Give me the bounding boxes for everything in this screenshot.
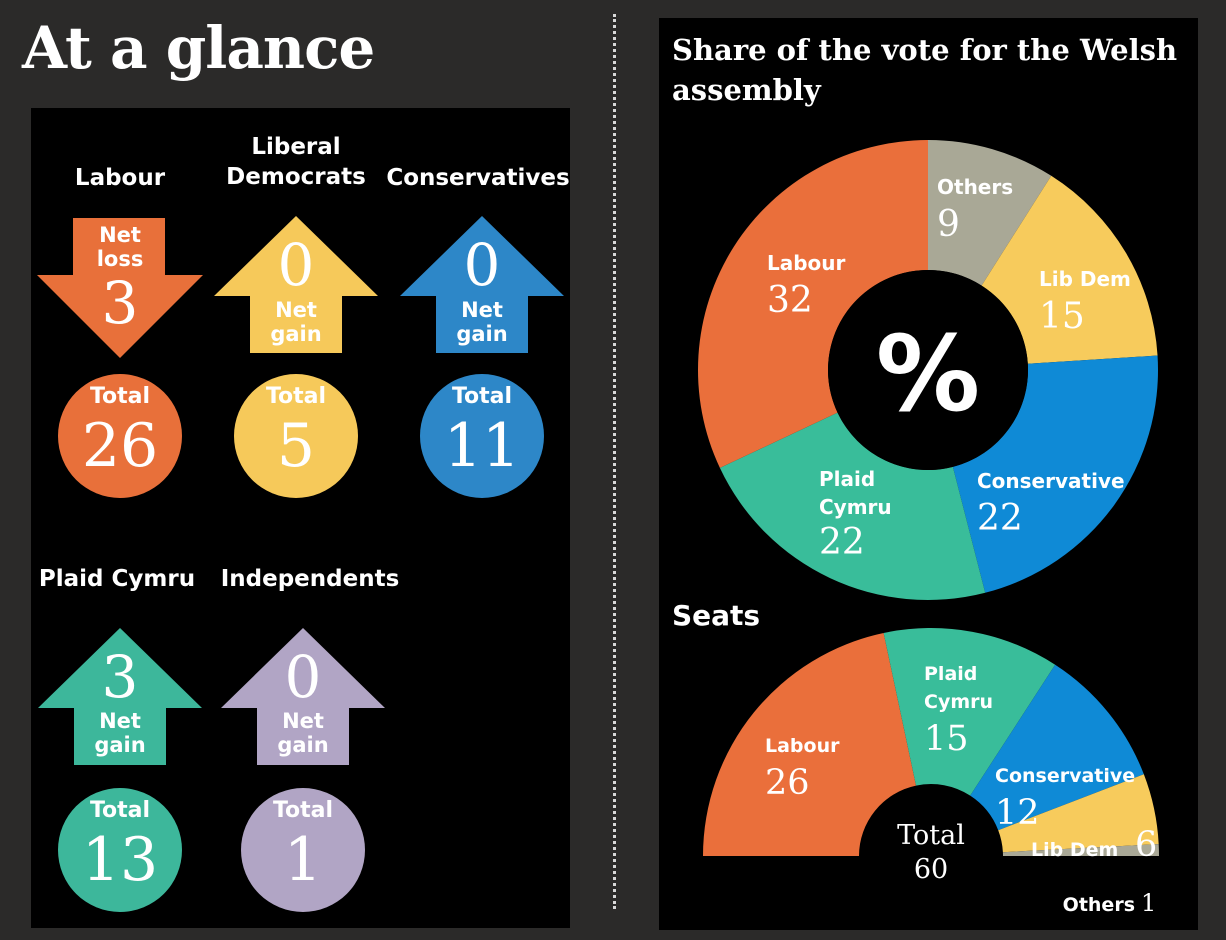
liberal-democrats-change-value: 0 bbox=[277, 231, 315, 299]
vote-slice-conservative bbox=[952, 355, 1158, 593]
vote-donut-hole bbox=[828, 270, 1028, 470]
conservatives-total-label: Total bbox=[451, 384, 513, 409]
vote-value-labour: 32 bbox=[767, 280, 813, 321]
independents-total-label: Total bbox=[272, 798, 334, 823]
arrow-down-icon bbox=[37, 218, 203, 358]
party-name-plaid-cymru: Plaid Cymru bbox=[38, 566, 196, 592]
conservatives-change-value: 0 bbox=[463, 231, 501, 299]
arrow-up-icon bbox=[400, 216, 564, 353]
liberal-democrats-total-value: 5 bbox=[276, 411, 316, 481]
vote-label-labour: Labour bbox=[767, 251, 846, 275]
conservatives-total-value: 11 bbox=[443, 411, 521, 481]
plaid-cymru-total-circle: Total 13 bbox=[58, 788, 182, 912]
arrow-up-icon bbox=[221, 628, 385, 765]
conservatives-change-label: Net gain bbox=[456, 298, 508, 346]
plaid-cymru-change-arrow bbox=[38, 628, 202, 765]
independents-total-circle: Total 1 bbox=[241, 788, 365, 912]
liberal-democrats-total-circle: Total 5 bbox=[234, 374, 358, 498]
liberal-democrats-change-label: Net gain bbox=[270, 298, 322, 346]
liberal-democrats-change-arrow bbox=[214, 216, 378, 353]
party-name-independents: Independents bbox=[220, 566, 400, 592]
vote-slice-plaid-cymru bbox=[719, 412, 986, 600]
seat-value-plaid-cymru: 15 bbox=[924, 719, 969, 759]
seat-label-conservative: Conservative bbox=[995, 765, 1135, 787]
plaid-cymru-change-label: Net gain bbox=[94, 709, 146, 757]
labour-total-value: 26 bbox=[81, 411, 159, 481]
vote-label-others: Others bbox=[937, 175, 1013, 199]
independents-change-value: 0 bbox=[284, 643, 322, 711]
vote-center-label: % bbox=[876, 313, 980, 435]
plaid-cymru-change-value: 3 bbox=[101, 643, 139, 711]
labour-change-arrow bbox=[37, 218, 203, 358]
vote-slice-labour bbox=[698, 140, 928, 468]
seat-label-plaid-cymru: Plaid Cymru bbox=[924, 663, 993, 713]
vote-value-conservative: 22 bbox=[977, 498, 1023, 539]
seat-value-others: 1 bbox=[1141, 889, 1156, 917]
party-name-conservatives: Conservatives bbox=[386, 165, 570, 191]
labour-change-label: Net loss bbox=[96, 223, 144, 271]
seats-center-label: Total bbox=[897, 820, 965, 851]
vote-label-conservative: Conservative bbox=[977, 469, 1125, 493]
independents-change-arrow bbox=[221, 628, 385, 765]
column-divider bbox=[613, 14, 616, 909]
conservatives-total-circle: Total 11 bbox=[420, 374, 544, 498]
seat-value-labour: 26 bbox=[765, 763, 810, 803]
seats-center-value: 60 bbox=[914, 854, 948, 885]
arrow-up-icon bbox=[214, 216, 378, 353]
seat-slice-lib-dem bbox=[998, 774, 1159, 853]
labour-total-label: Total bbox=[89, 384, 151, 409]
vote-label-plaid-cymru: Plaid Cymru bbox=[819, 467, 892, 519]
seat-value-conservative: 12 bbox=[995, 793, 1040, 833]
seat-label-labour: Labour bbox=[765, 735, 840, 757]
page-title: At a glance bbox=[22, 14, 375, 82]
plaid-cymru-total-label: Total bbox=[89, 798, 151, 823]
seat-label-lib-dem: Lib Dem bbox=[1031, 839, 1118, 861]
seat-slice-labour bbox=[703, 632, 917, 856]
labour-total-circle: Total 26 bbox=[58, 374, 182, 498]
party-name-labour: Labour bbox=[74, 165, 166, 191]
seat-label-others: Others bbox=[1063, 894, 1135, 916]
seat-value-lib-dem: 6 bbox=[1135, 825, 1157, 865]
vote-value-plaid-cymru: 22 bbox=[819, 522, 865, 563]
independents-change-label: Net gain bbox=[277, 709, 329, 757]
liberal-democrats-total-label: Total bbox=[265, 384, 327, 409]
labour-change-value: 3 bbox=[101, 269, 139, 337]
vote-label-lib-dem: Lib Dem bbox=[1039, 267, 1131, 291]
party-name-liberal-democrats: Liberal Democrats bbox=[226, 134, 366, 190]
independents-total-value: 1 bbox=[283, 825, 323, 895]
plaid-cymru-total-value: 13 bbox=[81, 825, 159, 895]
charts-panel: Others 9 Lib Dem 15 Conservative 22 Plaid Cymru… bbox=[659, 18, 1198, 930]
party-summary-panel: Labour Net loss 3 Total 26 Liberal Democ… bbox=[31, 108, 570, 928]
seat-slice-conservative bbox=[970, 664, 1144, 831]
seats-chart-title: Seats bbox=[672, 599, 761, 632]
vote-slice-others bbox=[928, 140, 1052, 286]
arrow-up-icon bbox=[38, 628, 202, 765]
conservatives-change-arrow bbox=[400, 216, 564, 353]
vote-value-lib-dem: 15 bbox=[1039, 296, 1085, 337]
vote-share-chart-title: Share of the vote for the Welsh assembly bbox=[672, 33, 1178, 107]
seat-slice-plaid-cymru bbox=[883, 628, 1056, 796]
vote-value-others: 9 bbox=[937, 204, 960, 245]
seat-slice-others bbox=[1002, 844, 1159, 856]
vote-slice-lib-dem bbox=[981, 175, 1158, 364]
